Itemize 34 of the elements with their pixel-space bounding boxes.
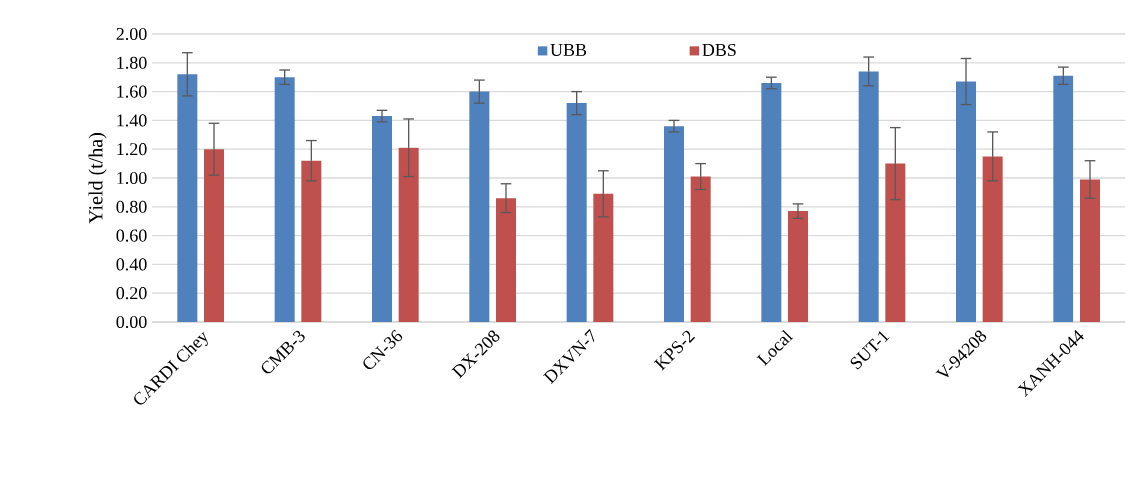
y-axis-title: Yield (t/ha) [88, 133, 107, 224]
bar [761, 82, 782, 322]
y-tick-label: 0.20 [116, 287, 147, 300]
bar [469, 91, 490, 322]
y-tick-label: 0.60 [116, 229, 147, 242]
legend-label: UBB [550, 43, 587, 56]
bar [372, 116, 392, 322]
bar [204, 149, 225, 322]
bar [885, 163, 906, 322]
bar [398, 147, 419, 322]
y-tick-label: 1.00 [117, 171, 147, 185]
bar [177, 74, 198, 322]
bar [301, 160, 322, 322]
y-tick-label: 1.60 [117, 85, 147, 98]
bar [982, 156, 1003, 322]
bar [1080, 179, 1100, 322]
legend-label: DBS [702, 43, 736, 57]
bar [664, 126, 684, 322]
y-tick-label: 1.20 [117, 143, 147, 156]
bar [858, 71, 879, 322]
bar [496, 198, 517, 322]
y-tick-label: 0.80 [116, 200, 147, 213]
y-tick-label: 0.00 [116, 315, 147, 329]
bar [566, 103, 587, 322]
bar [956, 81, 976, 322]
bar [788, 211, 809, 322]
bar [690, 176, 711, 322]
y-tick-label: 1.80 [117, 56, 147, 69]
y-tick-label: 1.40 [117, 114, 147, 127]
y-tick-label: 2.00 [116, 27, 147, 41]
y-tick-label: 0.40 [116, 258, 147, 271]
bar [1053, 75, 1074, 322]
bar [593, 193, 614, 322]
bar [274, 77, 295, 322]
